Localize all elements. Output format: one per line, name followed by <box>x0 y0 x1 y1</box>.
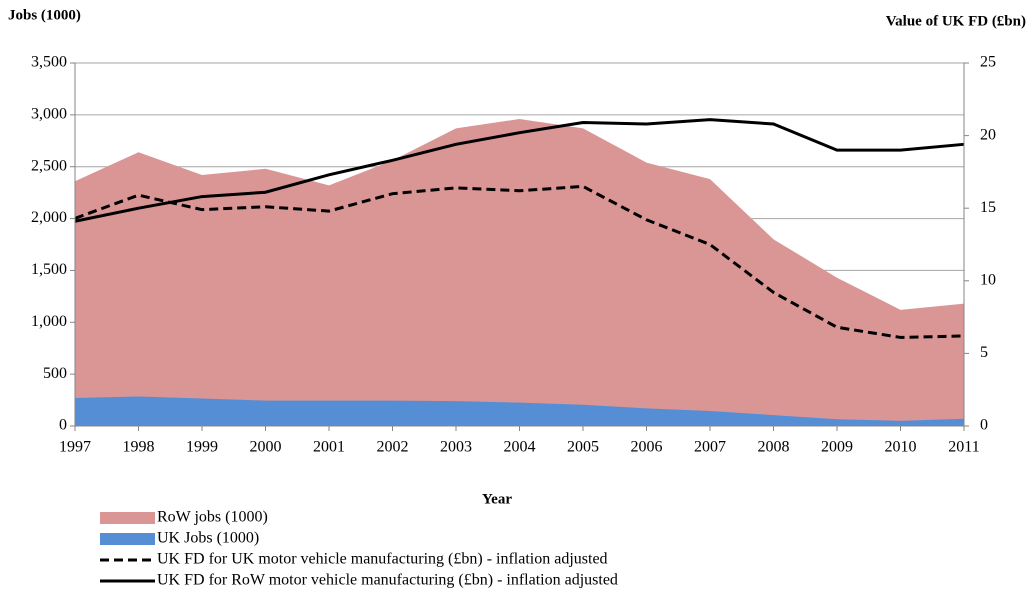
line <box>74 184 965 339</box>
y2-tick-label: 10 <box>980 271 996 288</box>
x-tick-label: 1999 <box>186 439 218 456</box>
x-tick-label: 2010 <box>885 439 917 456</box>
legend-swatch <box>100 512 155 524</box>
legend-label: UK FD for UK motor vehicle manufacturing… <box>157 551 608 568</box>
y-tick-label: 500 <box>43 365 67 382</box>
x-tick-label: 2005 <box>567 439 599 456</box>
x-tick-label: 2001 <box>313 439 345 456</box>
x-tick-label: 2007 <box>694 439 726 456</box>
legend-swatch <box>100 533 155 545</box>
x-tick-label: 1998 <box>123 439 155 456</box>
y2-tick-label: 15 <box>980 199 996 216</box>
x-tick-label: 2006 <box>631 439 663 456</box>
x-tick-label: 2000 <box>250 439 282 456</box>
y-tick-label: 3,500 <box>31 54 67 71</box>
x-tick-label: 2004 <box>504 439 536 456</box>
legend-label: UK Jobs (1000) <box>157 530 259 547</box>
y-axis-label: Jobs (1000) <box>8 7 81 23</box>
area <box>75 119 964 427</box>
y2-axis-label: Value of UK FD (£bn) <box>886 13 1026 29</box>
x-tick-label: 2009 <box>821 439 853 456</box>
legend-label: RoW jobs (1000) <box>157 509 268 526</box>
y2-tick-label: 0 <box>980 417 988 434</box>
y2-tick-label: 5 <box>980 344 988 361</box>
y-tick-label: 1,500 <box>31 261 67 278</box>
x-tick-label: 2003 <box>440 439 472 456</box>
x-tick-label: 2008 <box>758 439 790 456</box>
legend-label: UK FD for RoW motor vehicle manufacturin… <box>157 572 618 589</box>
line <box>74 118 965 223</box>
x-tick-label: 2002 <box>377 439 409 456</box>
y2-tick-label: 20 <box>980 126 996 143</box>
x-tick-label: 2011 <box>948 439 979 456</box>
y-tick-label: 2,000 <box>31 209 67 226</box>
area <box>75 396 964 426</box>
x-axis-label: Year <box>482 491 512 507</box>
y-tick-label: 2,500 <box>31 157 67 174</box>
y-tick-label: 1,000 <box>31 313 67 330</box>
x-tick-label: 1997 <box>59 439 91 456</box>
y2-tick-label: 25 <box>980 54 996 71</box>
y-tick-label: 0 <box>59 417 67 434</box>
y-tick-label: 3,000 <box>31 106 67 123</box>
